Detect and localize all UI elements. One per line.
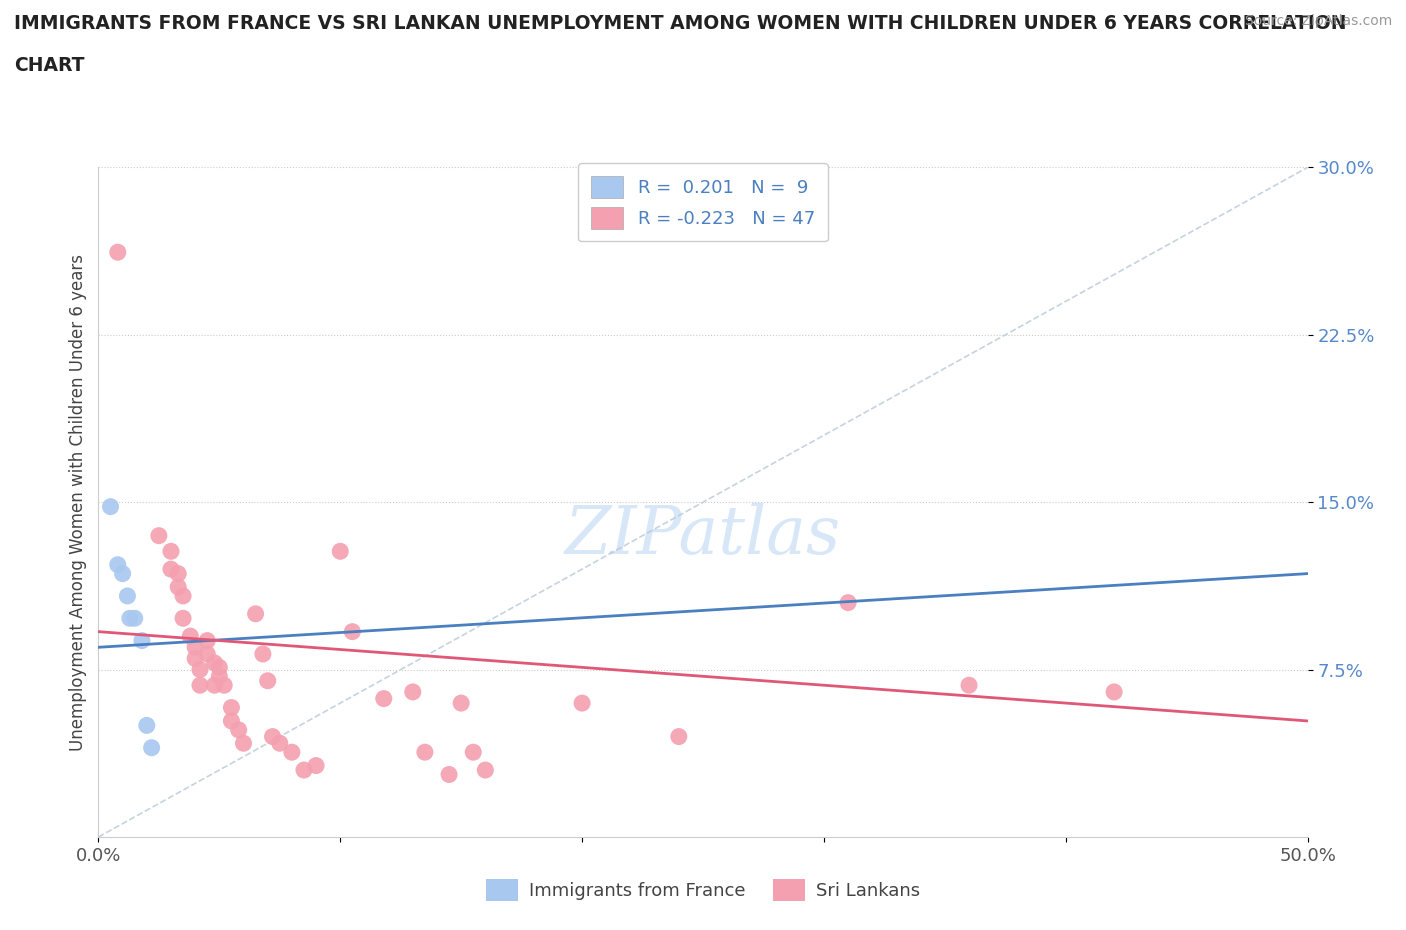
Text: CHART: CHART <box>14 56 84 74</box>
Point <box>148 528 170 543</box>
Point <box>117 589 139 604</box>
Point <box>195 646 218 661</box>
Point <box>124 611 146 626</box>
Point <box>100 499 122 514</box>
Point <box>450 696 472 711</box>
Point <box>107 557 129 572</box>
Point <box>373 691 395 706</box>
Point <box>160 562 183 577</box>
Point <box>184 651 207 666</box>
Point <box>262 729 284 744</box>
Point <box>1102 684 1125 699</box>
Point <box>269 736 291 751</box>
Point <box>342 624 364 639</box>
Point <box>131 633 153 648</box>
Point <box>160 544 183 559</box>
Point <box>208 660 231 675</box>
Point <box>167 566 190 581</box>
Point <box>195 633 218 648</box>
Text: Source: ZipAtlas.com: Source: ZipAtlas.com <box>1244 14 1392 28</box>
Point <box>167 579 190 594</box>
Point <box>228 723 250 737</box>
Y-axis label: Unemployment Among Women with Children Under 6 years: Unemployment Among Women with Children U… <box>69 254 87 751</box>
Point <box>111 566 134 581</box>
Point <box>413 745 436 760</box>
Point <box>172 611 194 626</box>
Point <box>204 656 226 671</box>
Point <box>135 718 157 733</box>
Point <box>957 678 980 693</box>
Point <box>281 745 304 760</box>
Point <box>179 629 201 644</box>
Point <box>437 767 460 782</box>
Point <box>172 589 194 604</box>
Point <box>212 678 235 693</box>
Point <box>256 673 278 688</box>
Point <box>329 544 352 559</box>
Point <box>141 740 163 755</box>
Point <box>184 640 207 655</box>
Point <box>245 606 267 621</box>
Point <box>208 669 231 684</box>
Point <box>402 684 425 699</box>
Point <box>571 696 593 711</box>
Point <box>252 646 274 661</box>
Point <box>221 700 243 715</box>
Point <box>118 611 141 626</box>
Point <box>221 713 243 728</box>
Point <box>463 745 485 760</box>
Point <box>305 758 328 773</box>
Legend: Immigrants from France, Sri Lankans: Immigrants from France, Sri Lankans <box>478 871 928 909</box>
Point <box>188 678 211 693</box>
Point <box>107 245 129 259</box>
Point <box>188 662 211 677</box>
Text: IMMIGRANTS FROM FRANCE VS SRI LANKAN UNEMPLOYMENT AMONG WOMEN WITH CHILDREN UNDE: IMMIGRANTS FROM FRANCE VS SRI LANKAN UNE… <box>14 14 1347 33</box>
Point <box>292 763 315 777</box>
Point <box>232 736 254 751</box>
Text: ZIPatlas: ZIPatlas <box>565 503 841 568</box>
Point <box>668 729 690 744</box>
Point <box>474 763 496 777</box>
Point <box>204 678 226 693</box>
Point <box>837 595 859 610</box>
